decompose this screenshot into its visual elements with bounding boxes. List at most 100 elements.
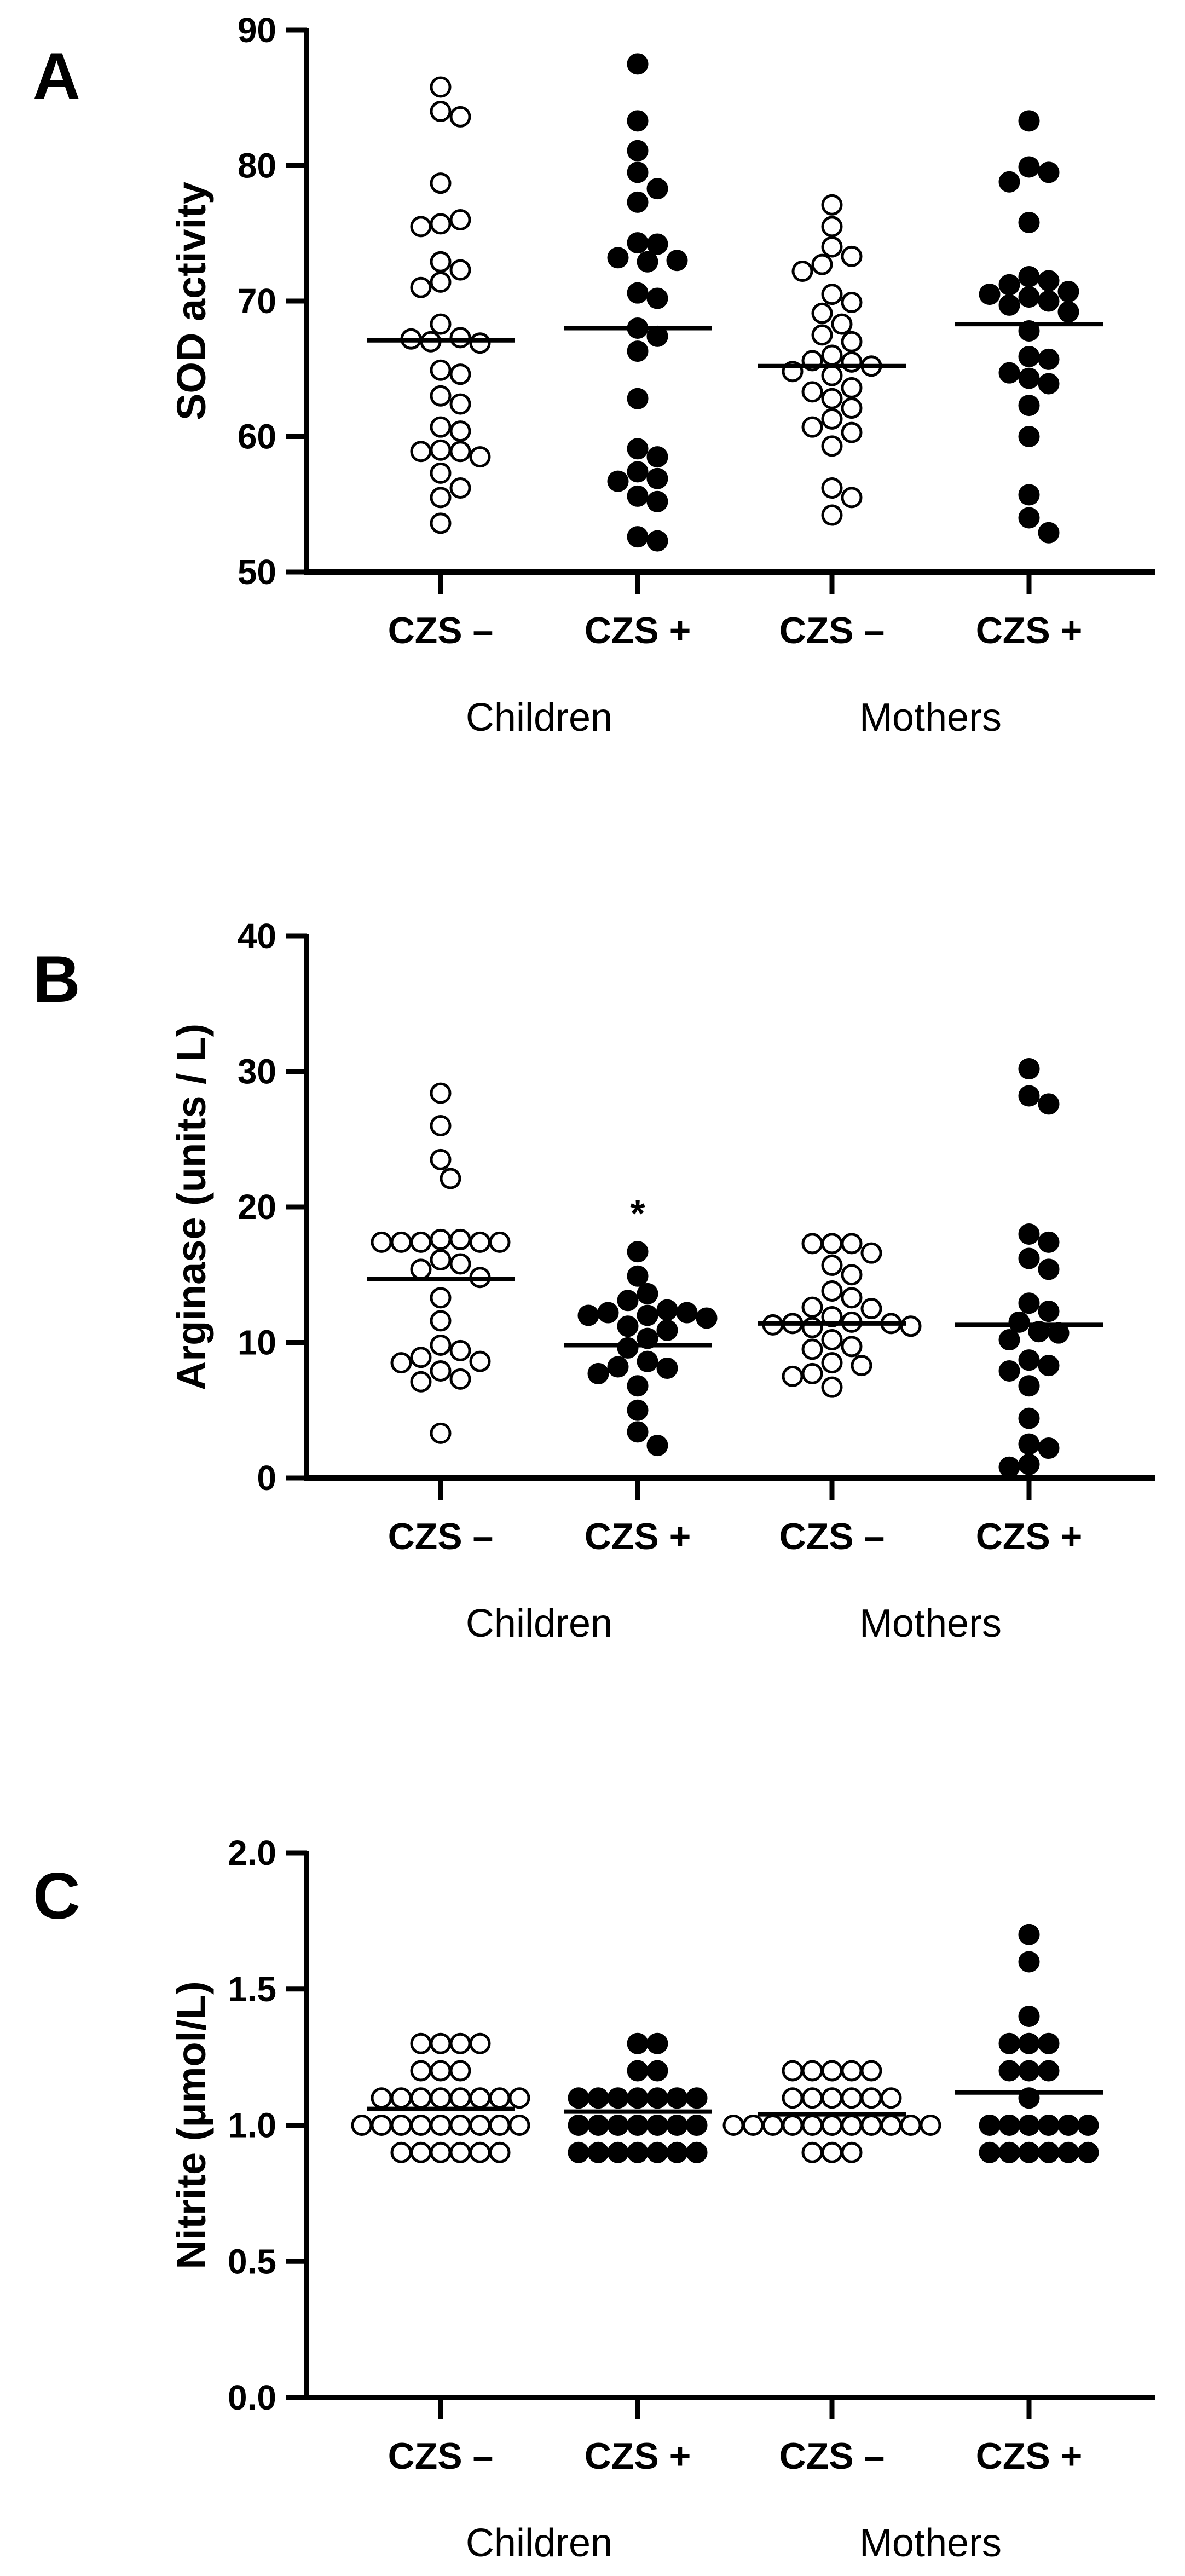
data-point — [627, 1399, 649, 1421]
data-point — [1038, 522, 1060, 544]
series-1 — [367, 1082, 515, 1444]
data-point — [666, 2087, 688, 2109]
x-tick-label: CZS – — [779, 610, 885, 651]
data-point — [841, 1264, 863, 1286]
data-point — [627, 2032, 649, 2054]
data-point — [1018, 1247, 1040, 1269]
data-point — [449, 393, 471, 415]
data-point — [646, 446, 668, 468]
data-point — [410, 2141, 432, 2163]
data-point — [627, 232, 649, 254]
data-point — [1018, 2006, 1040, 2027]
data-point — [860, 1242, 882, 1264]
data-point — [390, 1352, 412, 1374]
data-point — [1038, 2032, 1060, 2054]
data-point — [577, 1304, 599, 1326]
data-point — [801, 381, 823, 403]
data-point — [508, 2115, 530, 2136]
data-point — [1018, 2032, 1040, 2054]
series-2 — [564, 1241, 718, 1457]
data-point — [1038, 1231, 1060, 1253]
y-tick-label: 50 — [238, 552, 276, 592]
y-tick-label: 40 — [238, 916, 276, 956]
data-point — [587, 1362, 609, 1384]
data-point — [430, 385, 452, 407]
data-point — [627, 526, 649, 548]
data-point — [821, 2060, 843, 2082]
data-point — [440, 1168, 461, 1189]
data-point — [821, 1376, 843, 1398]
data-point — [821, 1352, 843, 1374]
series-2 — [564, 2032, 712, 2163]
data-point — [430, 1148, 452, 1170]
data-point — [390, 1231, 412, 1253]
data-point — [1018, 1349, 1040, 1371]
y-axis-label: SOD activity — [169, 182, 214, 420]
data-point — [646, 1435, 668, 1457]
data-point — [782, 1365, 804, 1387]
data-point — [390, 2087, 412, 2109]
data-point — [568, 2141, 589, 2163]
data-point — [801, 416, 823, 438]
data-point — [831, 313, 853, 335]
data-point — [587, 2141, 609, 2163]
panel-letter: A — [33, 39, 80, 113]
data-point — [841, 1287, 863, 1309]
data-point — [821, 1233, 843, 1255]
data-point — [627, 485, 649, 507]
data-point — [1038, 373, 1060, 395]
x-tick-label: CZS – — [388, 1516, 494, 1557]
data-point — [617, 1315, 639, 1337]
data-point — [821, 1280, 843, 1302]
data-point — [801, 2087, 823, 2109]
data-point — [1018, 2141, 1040, 2163]
data-point — [841, 2087, 863, 2109]
data-point — [410, 2032, 432, 2054]
data-point — [430, 1287, 452, 1309]
data-point — [646, 2087, 668, 2109]
data-point — [449, 2087, 471, 2109]
data-point — [449, 1228, 471, 1250]
data-point — [998, 362, 1020, 384]
data-point — [811, 253, 833, 275]
data-point — [617, 1337, 639, 1359]
data-point — [508, 2087, 530, 2109]
data-point — [430, 439, 452, 461]
data-point — [637, 1304, 658, 1326]
data-point — [410, 2087, 432, 2109]
data-point — [587, 2115, 609, 2136]
data-point — [811, 302, 833, 324]
data-point — [841, 291, 863, 313]
data-point — [410, 276, 432, 298]
data-point — [646, 178, 668, 200]
series-3 — [758, 1233, 922, 1398]
data-point — [1057, 301, 1079, 323]
data-point — [1018, 1375, 1040, 1397]
data-point — [821, 504, 843, 526]
data-point — [430, 2087, 452, 2109]
data-point — [979, 284, 1001, 305]
data-point — [1038, 1093, 1060, 1115]
data-point — [821, 2141, 843, 2163]
y-tick-label: 0.5 — [228, 2242, 276, 2281]
data-point — [646, 467, 668, 489]
data-point — [1018, 345, 1040, 367]
series-3 — [758, 194, 906, 526]
data-point — [607, 2115, 629, 2136]
data-point — [646, 2032, 668, 2054]
data-point — [821, 408, 843, 430]
data-point — [841, 487, 863, 509]
data-point — [841, 421, 863, 443]
data-point — [1008, 1311, 1030, 1333]
data-point — [821, 1254, 843, 1276]
data-point — [469, 2087, 491, 2109]
series-3 — [722, 2060, 941, 2163]
data-point — [686, 2141, 708, 2163]
data-point — [722, 2115, 744, 2136]
data-point — [841, 397, 863, 419]
data-point — [696, 1307, 718, 1329]
data-point — [742, 2115, 764, 2136]
y-axis-label: Arginase (units / L) — [169, 1024, 214, 1390]
data-point — [637, 251, 658, 273]
